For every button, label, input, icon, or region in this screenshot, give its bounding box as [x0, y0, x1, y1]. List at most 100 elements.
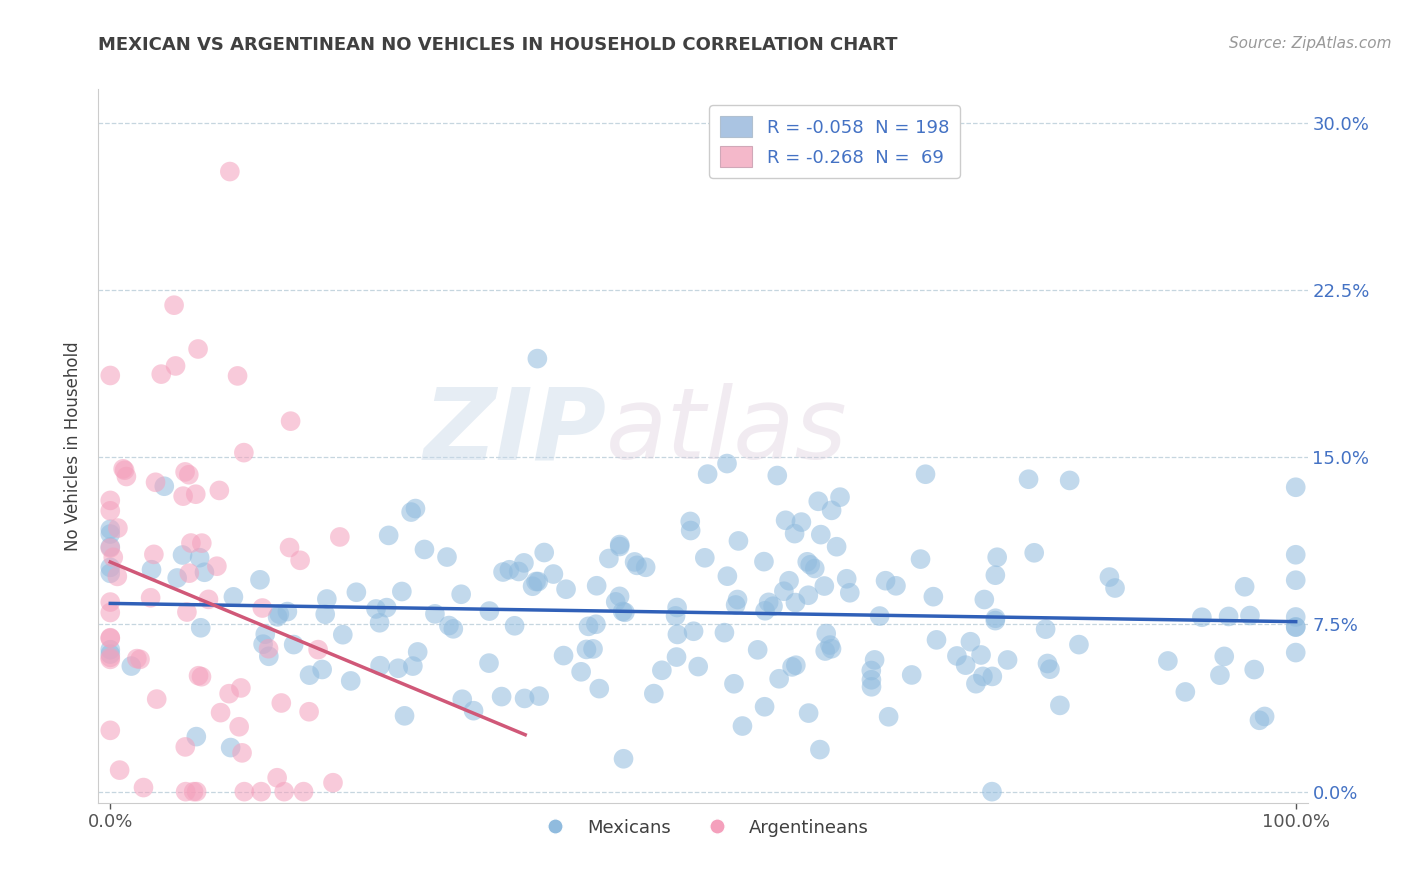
Point — [186, 730, 208, 744]
Point — [825, 540, 848, 554]
Point — [98, 541, 121, 555]
Point — [98, 566, 121, 581]
Point — [339, 673, 361, 688]
Point — [807, 494, 830, 508]
Point — [394, 709, 416, 723]
Point — [322, 775, 344, 789]
Point — [209, 706, 232, 720]
Point — [423, 607, 446, 621]
Point — [863, 653, 886, 667]
Point — [527, 574, 550, 589]
Point — [808, 742, 831, 756]
Point — [298, 668, 321, 682]
Point — [218, 687, 240, 701]
Point — [598, 551, 620, 566]
Point — [150, 367, 173, 381]
Point — [174, 465, 197, 479]
Point — [796, 555, 818, 569]
Point — [1191, 610, 1213, 624]
Point — [860, 673, 883, 687]
Point — [266, 771, 288, 785]
Point — [314, 607, 336, 622]
Point — [815, 626, 838, 640]
Point — [463, 704, 485, 718]
Point — [273, 785, 295, 799]
Point — [229, 681, 252, 695]
Point — [723, 677, 745, 691]
Point — [219, 740, 242, 755]
Point — [914, 467, 936, 482]
Point — [257, 649, 280, 664]
Point — [731, 719, 754, 733]
Point — [1285, 620, 1308, 634]
Point — [292, 785, 315, 799]
Point — [332, 628, 354, 642]
Point — [1018, 472, 1040, 486]
Point — [569, 665, 592, 679]
Point — [98, 522, 121, 536]
Point — [98, 647, 121, 661]
Point — [218, 164, 240, 178]
Point — [98, 504, 121, 518]
Point — [172, 489, 194, 503]
Point — [205, 559, 228, 574]
Point — [451, 692, 474, 706]
Point — [231, 746, 253, 760]
Point — [1049, 698, 1071, 713]
Point — [814, 644, 837, 658]
Point — [555, 582, 578, 597]
Point — [450, 587, 472, 601]
Point — [165, 359, 187, 373]
Point — [688, 659, 710, 673]
Point — [252, 601, 274, 615]
Point — [1253, 709, 1275, 723]
Point — [249, 573, 271, 587]
Point — [651, 663, 673, 677]
Point — [780, 660, 803, 674]
Point — [437, 618, 460, 632]
Point — [1243, 663, 1265, 677]
Point — [799, 558, 821, 572]
Point — [666, 627, 689, 641]
Point — [280, 414, 302, 428]
Point — [612, 752, 634, 766]
Point — [666, 600, 689, 615]
Point — [910, 552, 932, 566]
Point — [98, 650, 121, 665]
Point — [190, 621, 212, 635]
Point — [288, 553, 311, 567]
Point — [257, 641, 280, 656]
Point — [186, 785, 208, 799]
Legend: Mexicans, Argentineans: Mexicans, Argentineans — [530, 812, 876, 844]
Point — [254, 627, 277, 641]
Point — [925, 632, 948, 647]
Point — [522, 579, 544, 593]
Point — [634, 560, 657, 574]
Point — [922, 590, 945, 604]
Point — [860, 680, 883, 694]
Point — [783, 526, 806, 541]
Point — [491, 690, 513, 704]
Point — [98, 631, 121, 645]
Point — [810, 527, 832, 541]
Point — [835, 572, 858, 586]
Point — [682, 624, 704, 639]
Point — [818, 638, 841, 652]
Point — [1104, 581, 1126, 595]
Point — [679, 515, 702, 529]
Point — [413, 542, 436, 557]
Point — [98, 493, 121, 508]
Point — [984, 611, 1007, 625]
Point — [1213, 649, 1236, 664]
Point — [665, 650, 688, 665]
Point — [311, 663, 333, 677]
Point — [716, 457, 738, 471]
Point — [1285, 610, 1308, 624]
Point — [139, 591, 162, 605]
Point — [1067, 638, 1090, 652]
Point — [441, 622, 464, 636]
Point — [1024, 546, 1046, 560]
Point — [404, 501, 426, 516]
Point — [270, 696, 292, 710]
Point — [283, 638, 305, 652]
